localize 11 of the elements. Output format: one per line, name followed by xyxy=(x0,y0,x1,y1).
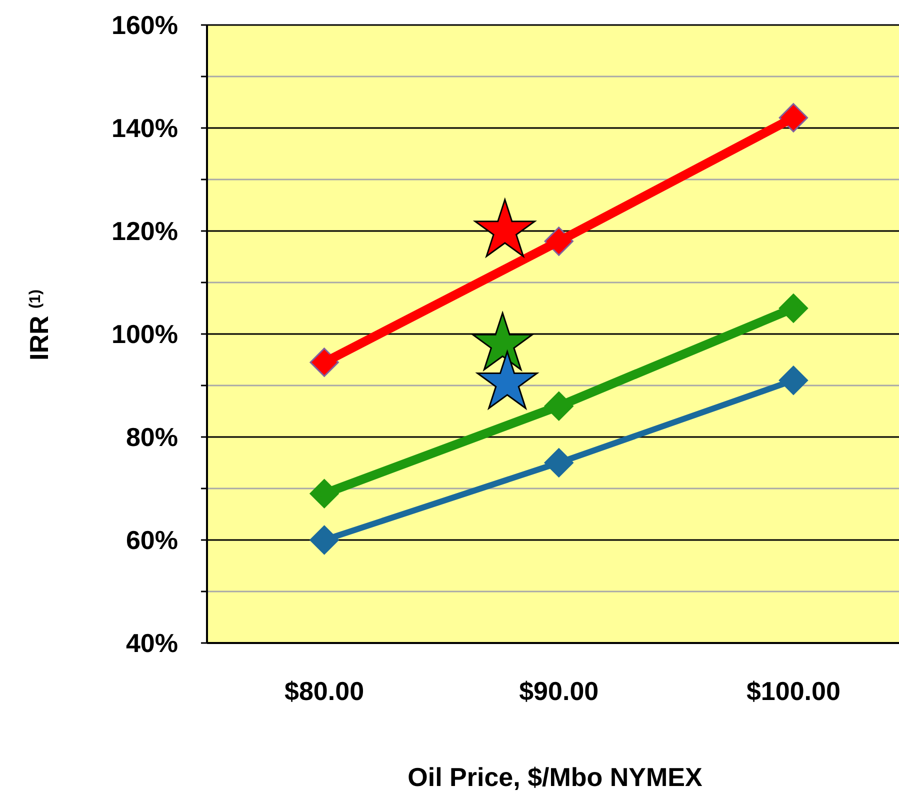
y-tick-label: 160% xyxy=(112,10,178,40)
y-tick-label: 140% xyxy=(112,113,178,144)
x-tick-label: $90.00 xyxy=(519,676,599,706)
y-tick-label: 60% xyxy=(126,525,178,556)
y-tick-label: 40% xyxy=(126,628,178,658)
x-tick-label: $100.00 xyxy=(746,676,840,706)
y-tick-label: 120% xyxy=(112,216,178,246)
x-tick-label: $80.00 xyxy=(284,676,364,706)
y-tick-label: 100% xyxy=(112,319,178,350)
y-tick-label: 80% xyxy=(126,422,178,452)
x-axis-title: Oil Price, $/Mbo NYMEX xyxy=(408,762,704,792)
